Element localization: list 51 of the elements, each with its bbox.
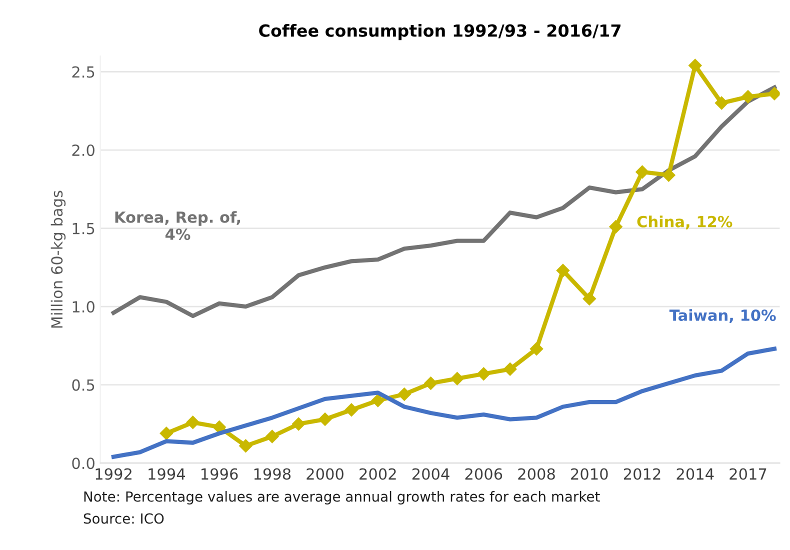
x-tick-label: 2004 [412,468,450,480]
series-label: Taiwan, 10% [669,309,776,323]
point [556,264,570,278]
point [344,403,358,416]
point [239,439,252,452]
point [398,388,411,401]
x-tick-label: 2017 [730,468,766,480]
x-tick-label: 2012 [624,468,660,480]
point [582,292,596,306]
x-tick-label: 2014 [676,468,714,480]
y-tick-label: 0.5 [72,379,94,391]
point [266,430,279,444]
point [609,220,622,234]
point [662,168,676,182]
y-tick-label: 2.5 [72,66,94,78]
series-label: China, 12% [637,216,732,230]
point [477,367,490,380]
x-tick-label: 2002 [360,468,396,480]
line-series [111,346,777,459]
point [714,96,728,110]
text: Note: Percentage values are average annual growth rates for each market [84,491,600,504]
point [741,90,755,104]
x-tick-label: 1996 [202,468,238,480]
chart-title: Coffee consumption 1992/93 - 2016/17 [259,24,620,40]
point [371,394,384,408]
point [212,420,226,434]
point [768,87,780,100]
x-tick-label: 1994 [148,468,186,480]
y-tick-label: 2.0 [72,144,94,156]
x-tick-label: 1998 [254,468,291,480]
x-tick-label: 1992 [96,468,132,480]
point [503,362,517,376]
y-tick-label: 1.0 [72,301,94,313]
y-tick-label: 0.0 [72,458,94,470]
y-axis-title: Million 60-kg bags [50,190,66,328]
source-note: Source: ICO [84,513,164,524]
point [636,165,649,179]
point [424,376,438,390]
x-tick-label: 2010 [571,468,608,480]
point [688,58,702,72]
x-tick-label: 2006 [465,468,502,480]
point [450,372,464,386]
point [186,416,200,429]
text: Korea, Rep. of, 4% [115,211,240,240]
point [160,426,174,440]
y-tick-label: 1.5 [72,222,94,234]
point [530,342,544,356]
x-tick-label: 2000 [306,468,344,480]
point [318,412,332,426]
point [292,417,306,431]
x-tick-label: 2008 [518,468,555,480]
